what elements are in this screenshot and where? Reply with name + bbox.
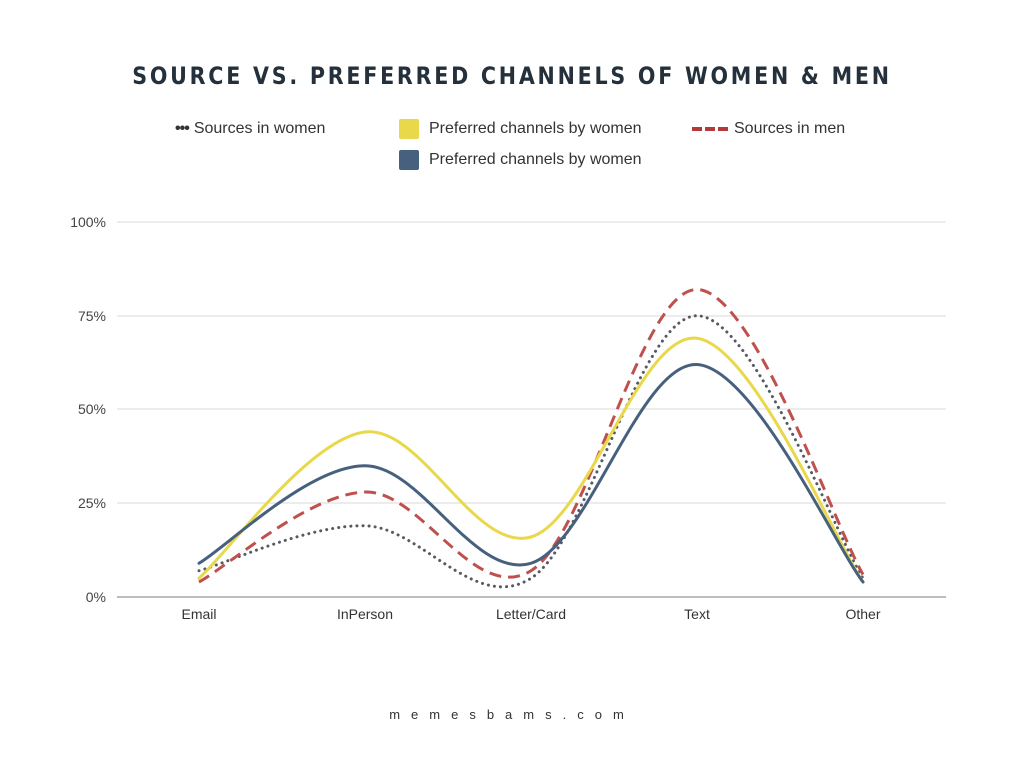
gridlines — [117, 221, 946, 598]
y-tick: 50% — [78, 401, 106, 417]
legend-label: Preferred channels by women — [429, 151, 642, 168]
yellow-swatch-icon — [399, 119, 419, 139]
blue-swatch-icon — [399, 150, 419, 170]
y-tick: 0% — [86, 589, 106, 605]
legend-label: Sources in women — [193, 120, 326, 137]
x-tick: Text — [684, 606, 710, 622]
legend-item-preferred-women-yellow: Preferred channels by women — [399, 119, 642, 139]
x-tick: Letter/Card — [496, 606, 566, 622]
series-line-preferred-channels-by-women — [197, 362, 865, 584]
x-tick: Email — [181, 606, 216, 622]
y-tick: 100% — [70, 214, 106, 230]
dotted-line-icon: ••• — [175, 120, 190, 137]
series-line-sources-in-men — [198, 287, 865, 584]
x-tick: Other — [845, 606, 880, 622]
legend-item-sources-men: Sources in men — [692, 120, 845, 138]
dashed-line-icon — [692, 127, 728, 131]
y-tick: 75% — [78, 308, 106, 324]
series-line-sources-in-women — [197, 314, 865, 589]
y-axis-ticks: 100% 75% 50% 25% 0% — [70, 214, 106, 605]
x-axis-ticks: Email InPerson Letter/Card Text Other — [181, 606, 880, 622]
x-tick: InPerson — [337, 606, 393, 622]
chart-title: SOURCE VS. PREFERRED CHANNELS OF WOMEN &… — [132, 62, 892, 90]
series-lines — [197, 287, 865, 589]
series-line-preferred-channels-by-women — [197, 336, 865, 584]
footer-watermark: memesbams.com — [389, 707, 635, 722]
y-tick: 25% — [78, 495, 106, 511]
legend-item-sources-women: ••• Sources in women — [175, 120, 325, 138]
legend-label: Sources in men — [734, 120, 846, 137]
legend-label: Preferred channels by women — [429, 120, 642, 137]
legend-item-preferred-women-blue: Preferred channels by women — [399, 150, 642, 170]
